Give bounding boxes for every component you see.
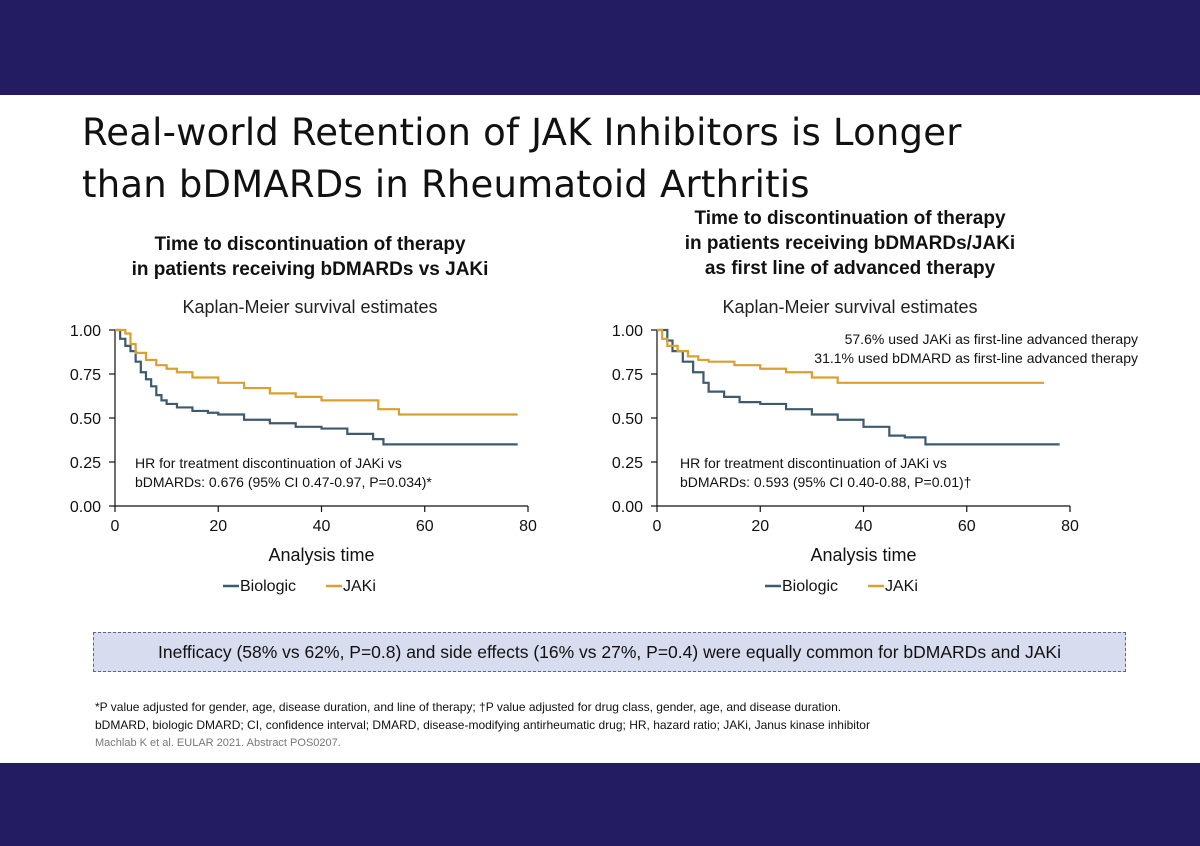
reference: Machlab K et al. EULAR 2021. Abstract PO… [95, 737, 341, 749]
right-usage-note: 31.1% used bDMARD as first-line advanced… [814, 350, 1138, 366]
footnotes: *P value adjusted for gender, age, disea… [95, 698, 1145, 752]
slide-title-line: than bDMARDs in Rheumatoid Arthritis [82, 163, 810, 206]
left-x-tick-label: 40 [313, 518, 331, 535]
right-chart-title-line: Time to discontinuation of therapy [694, 208, 1006, 229]
right-km-chart: 0.00 0.25 0.50 0.75 1.00 0 20 40 60 80 Analysis ti… [612, 323, 1138, 595]
left-y-tick-label: 0.75 [70, 367, 101, 384]
right-series-jaki-line [657, 328, 1045, 384]
left-y-tick-label: 0.50 [70, 411, 101, 428]
right-x-tick-label: 80 [1061, 518, 1079, 535]
left-series-biologic-line [115, 328, 518, 446]
right-x-tick-label: 20 [751, 518, 769, 535]
left-y-tick-label: 0.25 [70, 455, 101, 472]
right-x-tick-label: 0 [653, 518, 662, 535]
right-y-tick-label: 0.00 [612, 499, 643, 516]
summary-callout: Inefficacy (58% vs 62%, P=0.8) and side … [93, 632, 1126, 672]
footnote-line: *P value adjusted for gender, age, disea… [95, 700, 842, 714]
left-series-jaki-line [115, 328, 518, 416]
right-chart-title-line: as first line of advanced therapy [704, 258, 996, 279]
right-y-tick-label: 0.75 [612, 367, 643, 384]
left-chart-title-line: in patients receiving bDMARDs vs JAKi [131, 259, 489, 280]
slide-title-line: Real-world Retention of JAK Inhibitors i… [82, 111, 962, 154]
slide-title: Real-world Retention of JAK Inhibitors i… [82, 107, 1082, 211]
right-usage-note: 57.6% used JAKi as first-line advanced t… [845, 331, 1138, 347]
left-hr-annotation: HR for treatment discontinuation of JAKi… [135, 455, 402, 471]
left-y-tick-label: 0.00 [70, 499, 101, 516]
right-y-tick-label: 1.00 [612, 323, 643, 340]
left-x-tick-label: 0 [111, 518, 120, 535]
left-x-axis-label: Analysis time [268, 545, 374, 565]
footnote-line: bDMARD, biologic DMARD; CI, confidence i… [95, 718, 870, 732]
right-hr-annotation: bDMARDs: 0.593 (95% CI 0.40-0.88, P=0.01… [680, 474, 971, 490]
left-x-tick-label: 80 [519, 518, 537, 535]
right-x-tick-label: 60 [958, 518, 976, 535]
right-chart-subtitle: Kaplan-Meier survival estimates [722, 297, 978, 317]
left-chart-title-line: Time to discontinuation of therapy [154, 234, 466, 255]
right-x-tick-label: 40 [855, 518, 873, 535]
left-y-tick-label: 1.00 [70, 323, 101, 340]
left-chart-subtitle: Kaplan-Meier survival estimates [182, 297, 438, 317]
left-legend-label-biologic: Biologic [240, 578, 296, 595]
right-y-tick-label: 0.25 [612, 455, 643, 472]
left-km-chart: 0.00 0.25 0.50 0.75 1.00 0 20 40 60 80 Analysis ti… [70, 323, 537, 595]
right-x-axis-label: Analysis time [810, 545, 916, 565]
left-chart-title: Time to discontinuation of therapy in pa… [100, 232, 520, 282]
right-legend-label-jaki: JAKi [885, 578, 918, 595]
right-chart-title: Time to discontinuation of therapy in pa… [640, 206, 1060, 281]
right-chart-title-line: in patients receiving bDMARDs/JAKi [684, 233, 1016, 254]
left-hr-annotation: bDMARDs: 0.676 (95% CI 0.47-0.97, P=0.03… [135, 474, 432, 490]
right-y-tick-label: 0.50 [612, 411, 643, 428]
right-series-biologic-line [657, 328, 1060, 446]
right-hr-annotation: HR for treatment discontinuation of JAKi… [680, 455, 947, 471]
left-legend-label-jaki: JAKi [343, 578, 376, 595]
left-x-tick-label: 60 [416, 518, 434, 535]
left-x-tick-label: 20 [209, 518, 227, 535]
slide: Real-world Retention of JAK Inhibitors i… [0, 95, 1200, 763]
right-legend-label-biologic: Biologic [782, 578, 838, 595]
